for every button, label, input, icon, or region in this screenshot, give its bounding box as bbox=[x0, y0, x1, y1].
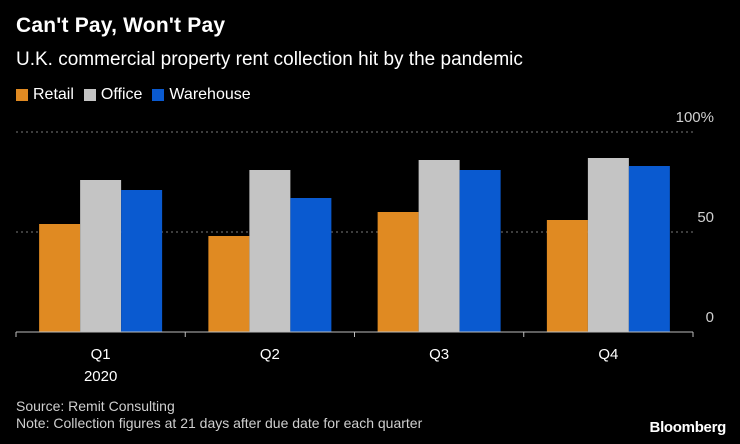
x-tick-label: Q4 bbox=[598, 346, 618, 363]
legend-swatch-retail bbox=[16, 89, 28, 101]
bar-retail-q2 bbox=[208, 236, 250, 332]
legend-item-retail: Retail bbox=[16, 86, 74, 104]
legend-swatch-warehouse bbox=[152, 89, 165, 101]
footer: Source: Remit Consulting Note: Collectio… bbox=[16, 398, 422, 432]
chart-subtitle: U.K. commercial property rent collection… bbox=[16, 49, 523, 70]
bar-office-q4 bbox=[587, 158, 629, 332]
footnote: Note: Collection figures at 21 days afte… bbox=[16, 415, 423, 431]
x-tick-label: Q1 bbox=[91, 346, 111, 363]
x-tick-label: Q2 bbox=[260, 346, 280, 363]
bar-retail-q1 bbox=[39, 224, 81, 332]
legend-label-retail: Retail bbox=[33, 86, 74, 103]
legend-label-office: Office bbox=[100, 86, 143, 103]
chart-title: Can't Pay, Won't Pay bbox=[16, 14, 226, 37]
source-note: Source: Remit Consulting bbox=[16, 398, 175, 414]
bloomberg-logo: Bloomberg bbox=[649, 419, 727, 436]
bar-office-q2 bbox=[249, 170, 291, 332]
bar-warehouse-q1 bbox=[121, 190, 163, 332]
bar-warehouse-q3 bbox=[459, 170, 501, 332]
legend-label-warehouse: Warehouse bbox=[169, 86, 251, 103]
y-tick-label: 50 bbox=[697, 209, 714, 226]
legend-item-office: Office bbox=[83, 86, 143, 104]
bar-warehouse-q4 bbox=[628, 166, 670, 332]
y-tick-label: 0 bbox=[706, 309, 714, 326]
bar-office-q3 bbox=[418, 160, 460, 332]
legend-item-warehouse: Warehouse bbox=[152, 86, 251, 104]
x-tick-sublabel: 2020 bbox=[84, 368, 117, 385]
x-tick-label: Q3 bbox=[429, 346, 449, 363]
legend: Retail Office Warehouse bbox=[16, 86, 261, 104]
y-tick-label: 100% bbox=[676, 109, 714, 126]
bar-office-q1 bbox=[80, 180, 122, 332]
bar-retail-q4 bbox=[546, 220, 588, 332]
bar-warehouse-q2 bbox=[290, 198, 332, 332]
legend-swatch-office bbox=[83, 89, 96, 101]
bar-retail-q3 bbox=[377, 212, 419, 332]
